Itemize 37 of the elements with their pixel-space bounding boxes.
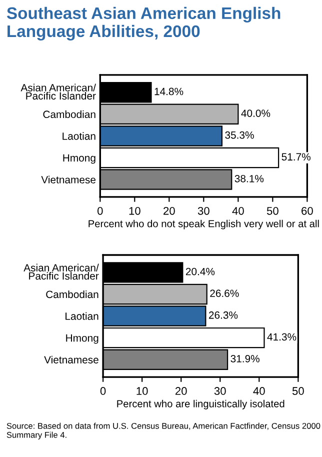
data-label: 40.0% [241,110,270,117]
data-label: 26.3% [208,311,238,319]
source-note: Source: Based on data from U.S. Census Bureau, American Factfinder, Census 2000 Summary File 4. [6,422,320,440]
y-tick-label: Hmong [63,154,96,164]
x-tick-label: 60 [302,206,313,215]
y-tick-label: Hmong [66,334,98,344]
x-tick-label: 10 [136,387,148,395]
x-tick-label: 0 [100,387,106,395]
x-tick-label: 30 [214,387,226,395]
data-label: 31.9% [230,355,260,362]
data-label: 41.3% [267,333,296,341]
x-tick-label: 40 [232,206,244,215]
y-tick-label: Asian American/ Pacific Islander [20,84,96,100]
data-label: 35.3% [225,131,254,139]
y-tick-label: Laotian [66,312,98,320]
data-label: 26.6% [210,290,239,298]
y-tick-label: Vietnamese [41,176,96,184]
data-label: 14.8% [154,88,184,96]
x-tick-label: 50 [292,387,304,395]
y-tick-label: Cambodian [43,110,96,118]
x-tick-label: 40 [253,387,265,395]
x-tick-label: 20 [175,387,187,395]
data-label: 51.7% [282,153,310,161]
x-axis-title: Percent who are linguistically isolated [117,400,284,410]
chart-title: Southeast Asian American English Language Abilities, 2000 [6,6,280,40]
x-tick-label: 10 [129,206,140,215]
data-label: 38.1% [234,174,264,182]
y-tick-label: Asian American/ Pacific Islander [24,264,99,280]
data-label: 20.4% [186,268,215,276]
y-tick-label: Laotian [62,132,96,140]
y-tick-label: Vietnamese [44,356,98,364]
x-tick-label: 30 [198,206,210,215]
x-tick-label: 0 [97,206,103,215]
x-tick-label: 20 [164,206,175,215]
y-tick-label: Cambodian [46,290,98,298]
x-tick-label: 50 [266,206,278,215]
x-axis-title: Percent who do not speak English very well or at all [88,220,319,230]
